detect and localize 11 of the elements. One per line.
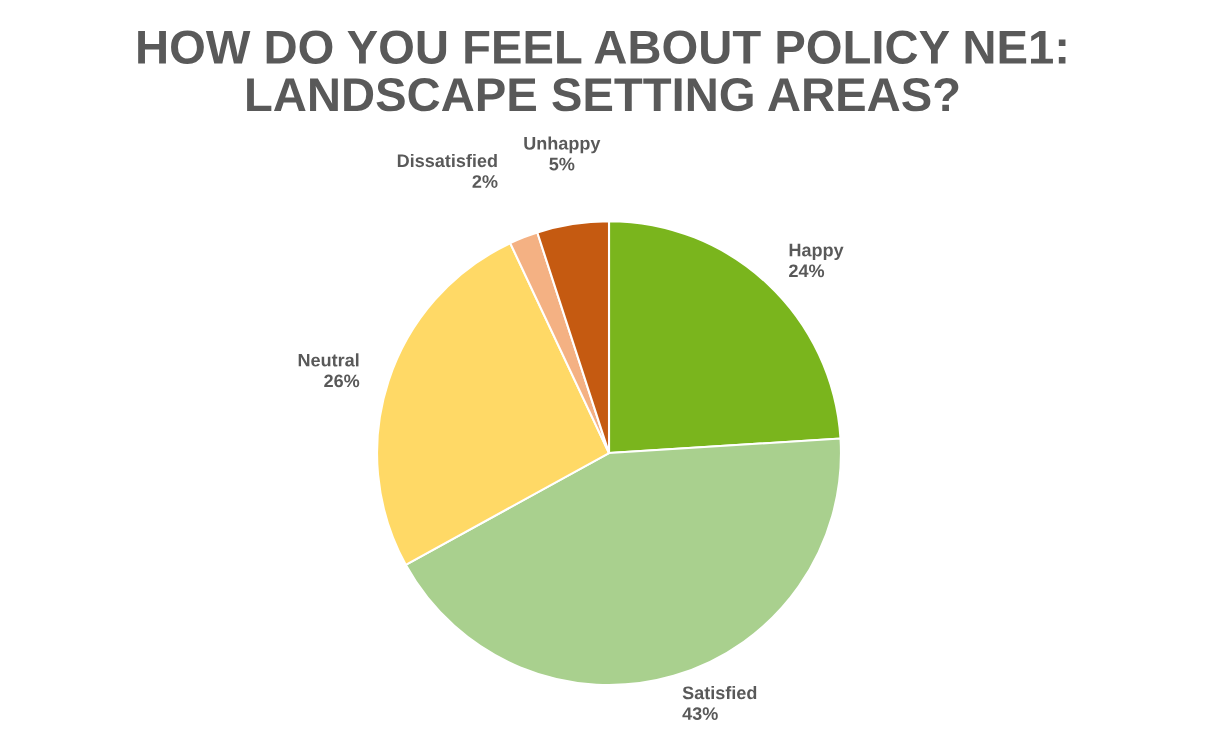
data-label: 2% bbox=[472, 175, 498, 188]
data-label: 5% bbox=[549, 157, 575, 171]
data-label: 26% bbox=[324, 374, 360, 388]
slice-label: Dissatisfied bbox=[397, 153, 497, 168]
data-label: 24% bbox=[789, 264, 825, 278]
slice-label: Neutral bbox=[298, 353, 359, 367]
data-label: 43% bbox=[682, 707, 718, 721]
slice-label: Satisfied bbox=[682, 686, 757, 700]
chart-title: HOW DO YOU FEEL ABOUT POLICY NE1: LANDSCAPE SETTING AREAS? bbox=[138, 30, 1066, 112]
slice-label: Happy bbox=[789, 243, 844, 261]
slice-label: Unhappy bbox=[524, 136, 601, 154]
